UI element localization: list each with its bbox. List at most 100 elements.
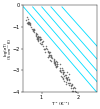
Point bbox=[68, 74, 70, 75]
Point bbox=[54, 59, 55, 61]
Y-axis label: log(σT)
(S cm⁻¹ K): log(σT) (S cm⁻¹ K) bbox=[4, 39, 12, 59]
Point bbox=[70, 85, 72, 87]
Point bbox=[48, 52, 49, 53]
Point bbox=[28, 24, 29, 25]
Point bbox=[53, 62, 55, 64]
Point bbox=[47, 48, 48, 50]
Point bbox=[61, 76, 63, 78]
Point bbox=[51, 56, 52, 57]
Point bbox=[54, 62, 56, 64]
Point bbox=[37, 37, 39, 38]
Point bbox=[75, 91, 76, 92]
Point bbox=[72, 87, 74, 89]
Point bbox=[31, 28, 32, 30]
Point bbox=[33, 31, 35, 33]
Point bbox=[65, 78, 67, 79]
Point bbox=[29, 22, 30, 24]
Point bbox=[59, 69, 61, 71]
Point bbox=[62, 77, 64, 79]
Point bbox=[70, 84, 72, 86]
Point bbox=[66, 79, 68, 81]
Point bbox=[37, 39, 39, 41]
Point bbox=[59, 63, 61, 65]
Point bbox=[55, 65, 57, 67]
Point bbox=[67, 82, 69, 84]
Point bbox=[56, 65, 58, 67]
Point bbox=[56, 60, 57, 62]
Point bbox=[27, 21, 28, 23]
Point bbox=[65, 76, 67, 77]
Point bbox=[39, 42, 41, 44]
Point bbox=[62, 69, 64, 71]
Point bbox=[71, 84, 73, 86]
Point bbox=[49, 54, 51, 56]
Point bbox=[74, 88, 75, 89]
Point bbox=[66, 78, 68, 80]
Point bbox=[47, 50, 49, 52]
Point bbox=[60, 67, 61, 69]
Point bbox=[37, 38, 38, 40]
Point bbox=[44, 48, 46, 49]
Point bbox=[68, 79, 70, 80]
Point bbox=[68, 82, 70, 84]
Point bbox=[54, 63, 56, 65]
Point bbox=[28, 21, 30, 22]
Point bbox=[50, 55, 52, 56]
Point bbox=[56, 61, 58, 63]
Point bbox=[50, 51, 51, 52]
Point bbox=[60, 75, 62, 77]
Point bbox=[28, 22, 30, 23]
Point bbox=[29, 24, 30, 26]
Point bbox=[66, 74, 67, 76]
Point bbox=[35, 32, 36, 34]
Point bbox=[56, 64, 58, 65]
Point bbox=[48, 54, 50, 56]
Point bbox=[65, 77, 67, 79]
Point bbox=[33, 29, 34, 31]
Point bbox=[66, 77, 68, 78]
Point bbox=[43, 49, 44, 50]
Point bbox=[41, 43, 42, 45]
Point bbox=[47, 56, 49, 58]
Point bbox=[38, 35, 39, 37]
Point bbox=[74, 90, 76, 91]
Point bbox=[62, 71, 63, 73]
Point bbox=[36, 33, 38, 34]
Point bbox=[56, 64, 58, 65]
Point bbox=[63, 71, 65, 72]
Point bbox=[36, 34, 37, 35]
Point bbox=[41, 43, 43, 45]
Point bbox=[45, 47, 47, 49]
Point bbox=[60, 71, 62, 73]
Point bbox=[66, 82, 67, 83]
Point bbox=[66, 72, 68, 73]
Point bbox=[68, 84, 70, 86]
Point bbox=[30, 23, 31, 25]
Point bbox=[50, 55, 51, 57]
Point bbox=[63, 72, 64, 74]
X-axis label: T⁻¹ (K⁻¹): T⁻¹ (K⁻¹) bbox=[51, 101, 69, 106]
Point bbox=[69, 78, 70, 80]
Point bbox=[26, 22, 28, 23]
Point bbox=[42, 45, 44, 47]
Point bbox=[55, 66, 56, 68]
Point bbox=[38, 36, 39, 37]
Point bbox=[39, 36, 40, 38]
Point bbox=[44, 51, 46, 53]
Point bbox=[32, 29, 34, 31]
Point bbox=[62, 71, 64, 73]
Point bbox=[36, 36, 38, 38]
Point bbox=[33, 29, 35, 30]
Point bbox=[48, 54, 50, 55]
Point bbox=[53, 58, 55, 60]
Point bbox=[45, 45, 47, 47]
Point bbox=[35, 35, 36, 37]
Point bbox=[36, 38, 38, 40]
Point bbox=[47, 56, 49, 58]
Point bbox=[64, 74, 66, 76]
Point bbox=[54, 60, 55, 62]
Point bbox=[55, 66, 57, 67]
Point bbox=[26, 16, 28, 18]
Point bbox=[42, 40, 44, 42]
Point bbox=[64, 80, 65, 82]
